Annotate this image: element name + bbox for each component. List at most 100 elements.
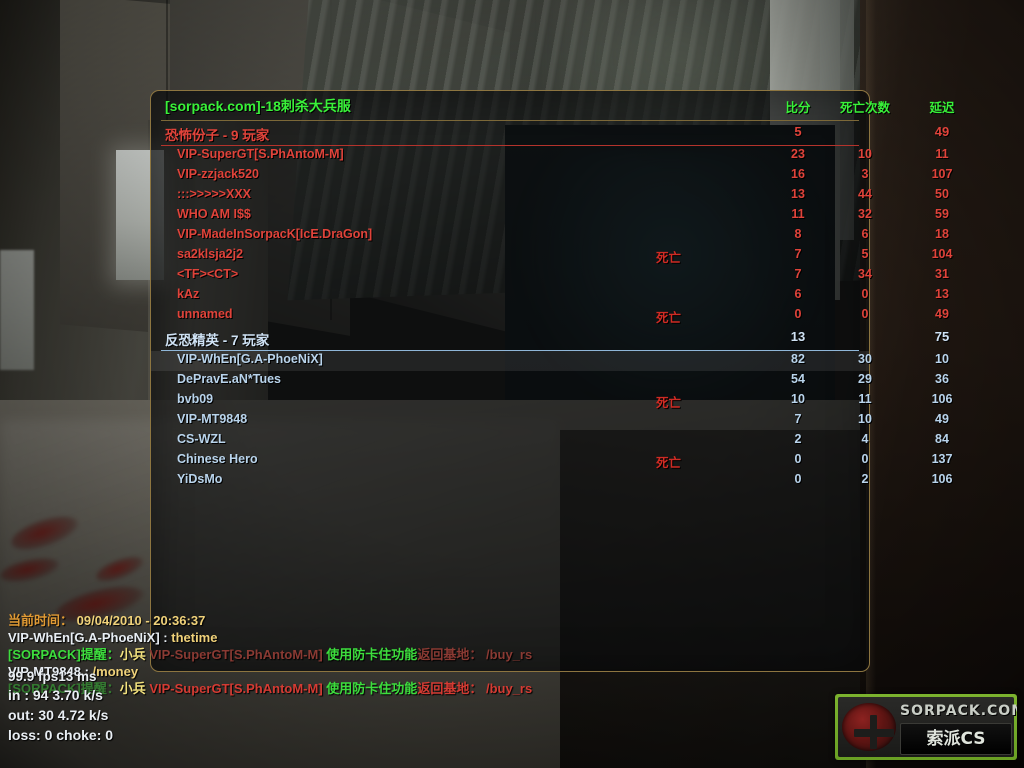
chat-console: 当前时间： 09/04/2010 - 20:36:37 VIP-WhEn[G.A… bbox=[8, 612, 868, 697]
player-status-dead: 死亡 bbox=[656, 311, 682, 325]
player-name: YiDsMo bbox=[177, 472, 223, 486]
player-deaths: 29 bbox=[858, 372, 872, 386]
chat-message-text: thetime bbox=[171, 630, 218, 645]
player-deaths: 30 bbox=[858, 352, 872, 366]
player-deaths: 5 bbox=[861, 247, 869, 261]
player-deaths: 6 bbox=[861, 227, 869, 241]
scene-window-light-secondary bbox=[0, 250, 34, 370]
ping-value: 13 ms bbox=[58, 669, 97, 684]
team-score: 5 bbox=[794, 124, 802, 139]
player-ping: 49 bbox=[935, 412, 949, 426]
player-score: 11 bbox=[791, 207, 805, 221]
player-row: CS-WZL 2 4 84 bbox=[151, 431, 949, 451]
chat-line-player-say: VIP-WhEn[G.A-PhoeNiX] : thetime bbox=[8, 629, 868, 646]
chat-time-value: 09/04/2010 - 20:36:37 bbox=[76, 613, 206, 628]
chat-line-server-notice: [SORPACK]提醒：小兵 VIP-SuperGT[S.PhAntoM-M] … bbox=[8, 646, 868, 663]
player-ping: 50 bbox=[935, 187, 949, 201]
player-score: 8 bbox=[794, 227, 802, 241]
chat-action-target: 返回基地： bbox=[417, 681, 483, 696]
player-ping: 18 bbox=[935, 227, 949, 241]
player-name: sa2klsja2j2 bbox=[177, 247, 244, 261]
team-ping: 49 bbox=[934, 124, 950, 139]
player-row: kAz 6 0 13 bbox=[151, 286, 949, 306]
team-name: 恐怖份子 - 9 玩家 bbox=[165, 128, 270, 143]
player-deaths: 34 bbox=[858, 267, 872, 281]
player-name: CS-WZL bbox=[177, 432, 226, 446]
player-ping: 49 bbox=[935, 307, 949, 321]
player-deaths: 10 bbox=[858, 147, 872, 161]
cross-horizontal-icon bbox=[854, 729, 894, 737]
player-ping: 104 bbox=[931, 247, 953, 261]
watermark-domain: SORPACK.COM bbox=[900, 703, 1017, 719]
player-deaths: 2 bbox=[861, 472, 869, 486]
chat-line-player-command: VIP-MT9848 : /money bbox=[8, 663, 868, 680]
player-score: 0 bbox=[794, 452, 802, 466]
player-score: 7 bbox=[794, 412, 802, 426]
watermark-inner: SORPACK.COM 索派CS bbox=[838, 697, 1017, 757]
player-name: VIP-MadeInSorpacK[IcE.DraGon] bbox=[177, 227, 373, 241]
player-row: :::>>>>>XXX 13 44 50 bbox=[151, 186, 949, 206]
chat-rank-label: 小兵 bbox=[119, 681, 146, 696]
net-fps-row: 99.9 fps13 ms bbox=[8, 668, 428, 685]
player-name: VIP-WhEn[G.A-PhoeNiX] bbox=[177, 352, 323, 366]
player-score: 7 bbox=[794, 267, 802, 281]
chat-action-desc: 使用防卡住功能 bbox=[326, 681, 418, 696]
team-header-counter-terrorists: 反恐精英 - 7 玩家 13 75 bbox=[151, 326, 949, 351]
chat-author-name: VIP-MT9848 bbox=[8, 664, 81, 679]
player-name: VIP-MT9848 bbox=[177, 412, 248, 426]
player-ping: 36 bbox=[935, 372, 949, 386]
player-name: WHO AM I$$ bbox=[177, 207, 251, 221]
team-divider bbox=[161, 145, 859, 146]
chat-line-server-notice-repeat: [SORPACK]提醒：小兵 VIP-SuperGT[S.PhAntoM-M] … bbox=[8, 680, 868, 697]
team-header-terrorists: 恐怖份子 - 9 玩家 5 49 bbox=[151, 121, 949, 146]
player-status-dead: 死亡 bbox=[656, 396, 682, 410]
player-ping: 10 bbox=[935, 352, 949, 366]
player-row: WHO AM I$$ 11 32 59 bbox=[151, 206, 949, 226]
player-row: bvb09 死亡 10 11 106 bbox=[151, 391, 952, 411]
sorpack-watermark: SORPACK.COM 索派CS bbox=[835, 694, 1017, 760]
player-row: unnamed 死亡 0 0 49 bbox=[151, 306, 949, 326]
chat-action-desc: 使用防卡住功能 bbox=[326, 647, 418, 662]
chat-separator: : bbox=[80, 664, 93, 679]
player-ping: 106 bbox=[931, 472, 953, 486]
player-row: VIP-zzjack520 16 3 107 bbox=[151, 166, 952, 186]
player-deaths: 0 bbox=[861, 452, 869, 466]
player-row: YiDsMo 0 2 106 bbox=[151, 471, 952, 491]
chat-time-label: 当前时间： bbox=[8, 613, 74, 628]
player-score: 16 bbox=[791, 167, 805, 181]
chat-command: /buy_rs bbox=[485, 681, 533, 696]
player-ping: 137 bbox=[931, 452, 953, 466]
player-deaths: 32 bbox=[858, 207, 872, 221]
player-score: 82 bbox=[791, 352, 805, 366]
chat-separator: : bbox=[159, 630, 172, 645]
chat-command: /buy_rs bbox=[485, 647, 533, 662]
player-score: 0 bbox=[794, 472, 802, 486]
team-name: 反恐精英 - 7 玩家 bbox=[165, 333, 270, 348]
player-deaths: 10 bbox=[858, 412, 872, 426]
sorpack-logo-icon bbox=[842, 703, 896, 751]
scoreboard-header: [sorpack.com]-18刺杀大兵服 比分 死亡次数 延迟 bbox=[151, 91, 955, 121]
watermark-brand-cn: 索派CS bbox=[900, 723, 1012, 755]
player-row: VIP-WhEn[G.A-PhoeNiX] 82 30 10 bbox=[151, 351, 949, 371]
player-deaths: 11 bbox=[858, 392, 872, 406]
net-out-rate: out: 30 4.72 k/s bbox=[8, 707, 109, 723]
player-name: DePravE.aN*Tues bbox=[177, 372, 281, 386]
net-in-rate: in : 94 3.70 k/s bbox=[8, 687, 103, 703]
chat-action-target: 返回基地： bbox=[417, 647, 483, 662]
player-deaths: 3 bbox=[861, 167, 869, 181]
player-deaths: 0 bbox=[861, 287, 869, 301]
player-row: DePravE.aN*Tues 54 29 36 bbox=[151, 371, 949, 391]
chat-server-tag: [SORPACK]提醒： bbox=[8, 647, 120, 662]
player-ping: 106 bbox=[931, 392, 953, 406]
player-score: 2 bbox=[794, 432, 802, 446]
player-name: VIP-SuperGT[S.PhAntoM-M] bbox=[177, 147, 344, 161]
scoreboard-panel: [sorpack.com]-18刺杀大兵服 比分 死亡次数 延迟 恐怖份子 - … bbox=[150, 90, 955, 672]
chat-author-name: VIP-WhEn[G.A-PhoeNiX] bbox=[8, 630, 160, 645]
player-row: VIP-SuperGT[S.PhAntoM-M] 23 10 11 bbox=[151, 146, 949, 166]
player-name: <TF><CT> bbox=[177, 267, 239, 281]
fps-value: 99.9 fps bbox=[8, 669, 59, 684]
team-ping: 75 bbox=[934, 329, 950, 344]
player-row: <TF><CT> 7 34 31 bbox=[151, 266, 949, 286]
player-row: VIP-MT9848 7 10 49 bbox=[151, 411, 949, 431]
network-stats: 99.9 fps13 ms in : 94 3.70 k/s out: 30 4… bbox=[8, 668, 428, 745]
